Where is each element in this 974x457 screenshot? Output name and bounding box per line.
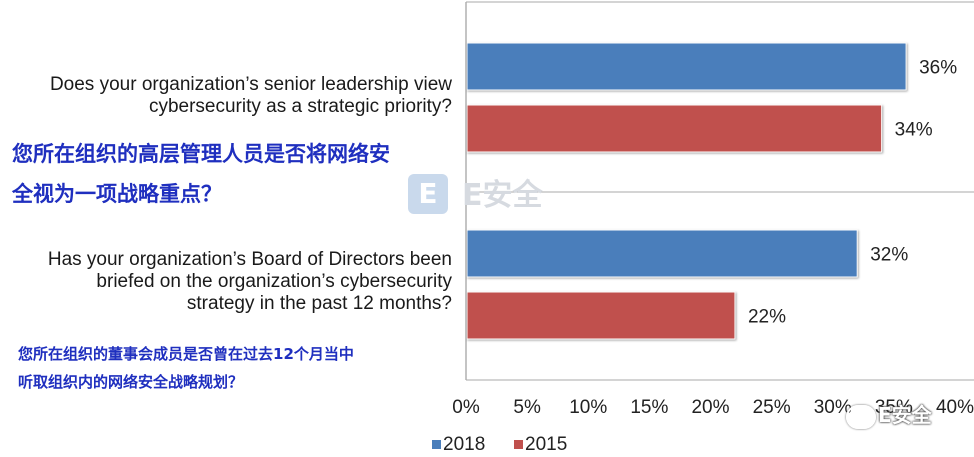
data-labels-group: 36% 34% 32% 22% bbox=[748, 58, 957, 328]
x-tick-label: 10% bbox=[569, 397, 607, 418]
data-label-2015-q2: 22% bbox=[748, 307, 786, 328]
data-label-2018-q1: 36% bbox=[919, 58, 957, 79]
x-tick-labels-group: 0% 5% 10% 15% 20% 25% 30% 35% 40% bbox=[452, 397, 974, 418]
data-label-2018-q2: 32% bbox=[870, 245, 908, 266]
bar-2015-q1 bbox=[466, 104, 883, 153]
x-tick-label: 40% bbox=[936, 397, 974, 418]
question-1-line-1: Does your organization’s senior leadersh… bbox=[49, 74, 452, 95]
question-1-translation-line-1: 您所在组织的高层管理人员是否将网络安 bbox=[12, 142, 390, 166]
question-1-translation: 您所在组织的高层管理人员是否将网络安 全视为一项战略重点？ bbox=[12, 134, 390, 214]
watermark-text: E安全 bbox=[462, 178, 543, 213]
watermark-logo-letter: E bbox=[418, 177, 438, 210]
question-2-line-1: Has your organization’s Board of Directo… bbox=[47, 249, 452, 270]
corner-watermark-text: E安全 bbox=[878, 403, 932, 427]
bars-group bbox=[466, 42, 907, 340]
legend-swatch-2018 bbox=[432, 440, 441, 449]
question-2-translation-line-1: 您所在组织的董事会成员是否曾在过去12个月当中 bbox=[18, 345, 354, 363]
data-label-2015-q1: 34% bbox=[895, 120, 933, 141]
legend-label-2015: 2015 bbox=[525, 434, 567, 455]
x-tick-label: 0% bbox=[452, 397, 480, 418]
x-tick-label: 25% bbox=[753, 397, 791, 418]
question-2-translation: 您所在组织的董事会成员是否曾在过去12个月当中 听取组织内的网络安全战略规划？ bbox=[18, 340, 354, 396]
question-1-line-2: cybersecurity as a strategic priority? bbox=[148, 96, 452, 117]
question-2-text: Has your organization’s Board of Directo… bbox=[48, 249, 452, 315]
question-2-line-2: briefed on the organization’s cybersecur… bbox=[96, 271, 452, 292]
x-tick-label: 35% bbox=[875, 397, 913, 418]
question-1-text: Does your organization’s senior leadersh… bbox=[50, 74, 452, 118]
x-tick-label: 20% bbox=[691, 397, 729, 418]
legend: 2018 2015 bbox=[432, 434, 567, 455]
bar-2018-q2 bbox=[466, 229, 858, 278]
legend-label-2018: 2018 bbox=[443, 434, 485, 455]
x-tick-label: 15% bbox=[630, 397, 668, 418]
watermark-logo: E bbox=[408, 174, 448, 214]
question-1-translation-line-2: 全视为一项战略重点？ bbox=[12, 182, 222, 206]
question-2-line-3: strategy in the past 12 months? bbox=[186, 293, 452, 314]
legend-swatch-2015 bbox=[514, 440, 523, 449]
x-tick-label: 5% bbox=[513, 397, 541, 418]
question-2-translation-line-2: 听取组织内的网络安全战略规划？ bbox=[18, 373, 244, 391]
wechat-icon bbox=[846, 405, 876, 429]
x-tick-label: 30% bbox=[814, 397, 852, 418]
bar-2018-q1 bbox=[466, 42, 907, 91]
bar-2015-q2 bbox=[466, 291, 736, 340]
